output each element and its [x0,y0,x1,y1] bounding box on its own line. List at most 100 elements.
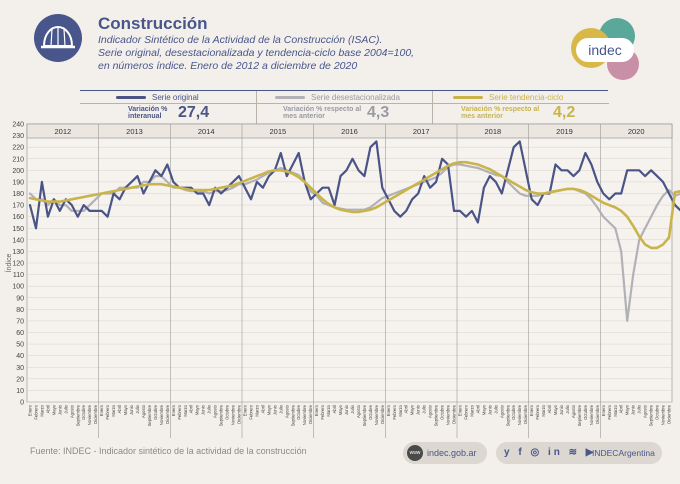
month-tick-label: Septiembre [75,404,80,426]
month-tick-label: Abril [45,405,50,413]
legend-value: 27,4 [178,104,210,121]
month-tick-label: Julio [278,404,283,413]
month-tick-label: Junio [272,404,277,415]
year-label: 2017 [413,127,430,136]
month-tick-label: Marzo [254,404,259,416]
legend-value: 4,3 [367,104,390,121]
month-tick-label: Julio [63,404,68,413]
month-tick-label: Noviembre [159,404,164,425]
legend-item-original: Serie original Variación % interanual 27… [80,91,256,125]
social-links[interactable]: y f ◎ in ≋ ▶ INDECArgentina [496,442,662,464]
month-tick-label: Junio [344,404,349,415]
month-tick-label: Febrero [607,404,612,419]
month-tick-label: Abril [189,405,194,413]
month-tick-label: Noviembre [302,404,307,425]
y-tick-label: 220 [12,145,24,152]
y-tick-label: 190 [12,179,24,186]
y-tick-label: 200 [12,168,24,175]
month-tick-label: Enero [242,404,247,416]
month-tick-label: Agosto [141,404,146,418]
month-tick-label: Septiembre [362,404,367,426]
y-tick-label: 230 [12,133,24,140]
month-tick-label: Agosto [571,404,576,418]
series-line-0 [28,140,680,230]
month-tick-label: Marzo [541,404,546,416]
month-tick-label: Noviembre [661,404,666,425]
source-note: Fuente: INDEC - Indicador sintético de l… [30,446,307,456]
social-handle: INDECArgentina [592,448,655,458]
year-label: 2013 [126,127,143,136]
y-tick-label: 90 [16,295,24,302]
month-tick-label: Abril [332,405,337,413]
y-tick-label: 40 [16,353,24,360]
globe-icon: www [407,445,423,461]
year-band [26,123,673,139]
month-tick-label: Diciembre [523,404,528,424]
month-tick-label: Septiembre [505,404,510,426]
month-tick-label: Agosto [284,404,289,418]
month-tick-label: Octubre [583,404,588,420]
year-label: 2014 [198,127,215,136]
year-label: 2020 [628,127,645,136]
y-tick-label: 180 [12,191,24,198]
y-tick-label: 30 [16,365,24,372]
y-tick-label: 170 [12,203,24,210]
y-tick-label: 110 [13,272,24,279]
month-tick-label: Octubre [655,404,660,420]
legend-divider [257,103,433,104]
legend-name: Serie desestacionalizada [311,93,400,102]
month-tick-label: Junio [201,404,206,415]
month-tick-label: Agosto [213,404,218,418]
month-tick-label: Enero [529,404,534,416]
month-tick-label: Febrero [177,404,182,419]
y-tick-label: 150 [12,226,24,233]
month-tick-label: Septiembre [649,404,654,426]
month-tick-label: Noviembre [517,404,522,425]
y-tick-label: 160 [12,214,24,221]
legend-item-tendencia: Serie tendencia-ciclo Variación % respec… [432,91,609,125]
month-tick-label: Marzo [39,404,44,416]
month-tick-label: Febrero [535,404,540,419]
y-tick-label: 120 [12,261,24,268]
month-tick-label: Junio [559,404,564,415]
month-tick-label: Abril [619,405,624,413]
month-tick-label: Febrero [33,404,38,419]
legend-name: Serie tendencia-ciclo [489,93,564,102]
month-tick-label: Septiembre [577,404,582,426]
header: Construcción Indicador Sintético de la A… [0,0,680,88]
month-tick-label: Enero [99,404,104,416]
indec-logo-text: indec [576,38,634,62]
website-link[interactable]: www indec.gob.ar [403,442,487,464]
month-tick-label: Diciembre [452,404,457,424]
y-tick-label: 70 [16,318,24,325]
month-tick-label: Agosto [499,404,504,418]
month-tick-label: Julio [637,404,642,413]
month-tick-label: Noviembre [446,404,451,425]
y-tick-label: 80 [16,307,24,314]
month-tick-label: Febrero [392,404,397,419]
legend-swatch [116,96,146,99]
month-tick-label: Enero [386,404,391,416]
legend-divider [80,103,256,104]
y-tick-label: 130 [12,249,24,256]
month-tick-label: Octubre [153,404,158,420]
month-tick-label: Julio [135,404,140,413]
month-tick-label: Abril [117,405,122,413]
legend-value: 4,2 [553,104,576,121]
month-tick-label: Mayo [625,404,630,415]
month-tick-label: Diciembre [93,404,98,424]
subtitle-line: Serie original, desestacionalizada y ten… [98,47,415,59]
month-tick-label: Mayo [410,404,415,415]
month-tick-label: Abril [404,405,409,413]
month-tick-label: Febrero [320,404,325,419]
month-tick-label: Junio [57,404,62,415]
y-tick-label: 140 [12,237,24,244]
month-tick-label: Marzo [183,404,188,416]
year-label: 2015 [269,127,286,136]
month-tick-label: Diciembre [308,404,313,424]
month-tick-label: Noviembre [231,404,236,425]
y-tick-label: 0 [20,400,24,407]
y-tick-label: 210 [12,156,24,163]
month-tick-label: Octubre [225,404,230,420]
month-tick-label: Diciembre [667,404,672,424]
